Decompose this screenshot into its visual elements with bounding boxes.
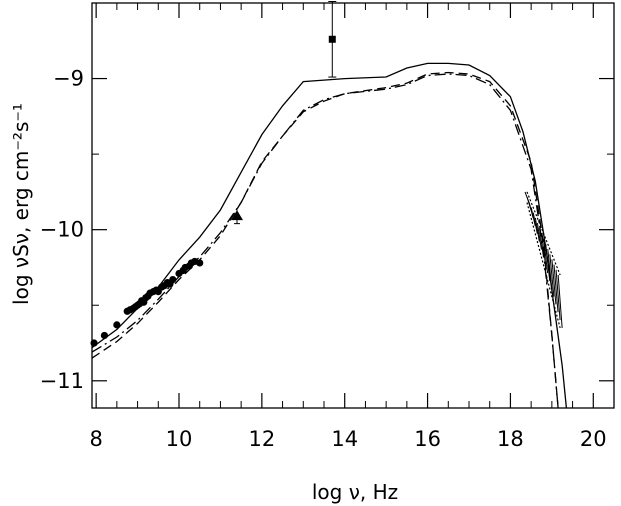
bowtie-hatch (543, 238, 549, 274)
x-tick-label: 12 (248, 427, 275, 451)
bowtie-hatch (547, 248, 553, 289)
model-curve-dashdot (91, 73, 559, 409)
x-axis-label: log ν, Hz (312, 480, 398, 504)
bowtie-hatch (530, 207, 536, 227)
bowtie-hatch (539, 228, 544, 258)
bowtie-edge (526, 191, 561, 276)
bowtie-hatch (551, 259, 557, 305)
bowtie-hatch (536, 222, 542, 250)
x-tick-label: 18 (497, 427, 524, 451)
bowtie-hatch (534, 217, 540, 242)
bowtie-hatch (549, 254, 555, 297)
bowtie-edge (526, 202, 561, 329)
y-tick-label: −10 (40, 218, 84, 242)
data-point-circle (196, 259, 204, 267)
data-point-circle (100, 331, 109, 340)
model-curve-solid (91, 62, 568, 409)
bowtie-hatch (553, 264, 559, 313)
x-tick-label: 16 (414, 427, 441, 451)
y-axis-label: log νSν, erg cm⁻²s⁻¹ (9, 103, 33, 305)
y-tick-label: −11 (40, 369, 84, 393)
y-tick-label: −9 (53, 67, 84, 91)
data-point-square (328, 35, 336, 43)
plot-frame (91, 2, 615, 409)
x-tick-label: 14 (331, 427, 358, 451)
bowtie-hatch (555, 269, 561, 321)
data-point-circle (113, 321, 121, 329)
bowtie-hatch (545, 243, 551, 281)
x-tick-label: 10 (166, 427, 193, 451)
data-point-circle (169, 275, 177, 284)
bowtie-hatch (541, 233, 547, 266)
axes (91, 2, 615, 409)
bowtie-hatch (557, 274, 563, 328)
tick-labels: 8 10 12 14 16 18 20 −9 −10 −11 (40, 67, 607, 451)
model-curves (91, 62, 568, 409)
model-curve-dashed (91, 71, 559, 409)
xray-bowtie (524, 191, 563, 329)
x-tick-label: 8 (89, 427, 102, 451)
x-tick-label: 20 (580, 427, 607, 451)
data-points (90, 0, 337, 347)
data-point-triangle (231, 210, 243, 221)
bowtie-hatch (532, 212, 538, 234)
data-point-circle (90, 339, 98, 347)
